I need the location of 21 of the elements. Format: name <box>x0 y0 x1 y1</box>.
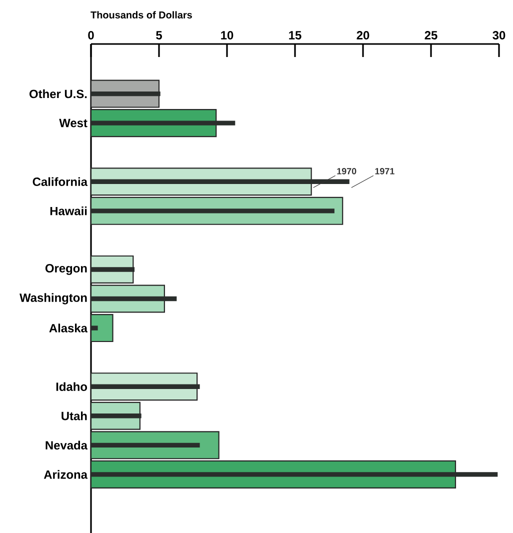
annotation: 1970 <box>337 168 356 174</box>
y-tick-label: Oregon <box>45 264 87 275</box>
x-tick-label: 0 <box>88 31 94 40</box>
y-tick-label: Arizona <box>44 470 88 479</box>
y-tick-label: California <box>32 177 88 186</box>
x-tick-label: 10 <box>221 31 234 40</box>
y-tick-label: Other U.S. <box>30 89 87 98</box>
x-tick-label: 15 <box>289 31 302 40</box>
y-tick-label: Hawaii <box>50 206 87 216</box>
annotation: 1971 <box>375 168 394 174</box>
y-tick-label: Washington <box>20 293 87 304</box>
x-tick-label: 5 <box>156 31 162 40</box>
y-tick-label: Idaho <box>56 382 88 391</box>
x-tick-label: 30 <box>492 31 506 40</box>
x-axis-title: Thousands of Dollars <box>90 11 192 18</box>
y-tick-label: Utah <box>62 411 87 420</box>
x-tick-label: 20 <box>356 31 370 40</box>
y-tick-label: West <box>59 118 88 128</box>
y-tick-label: Alaska <box>49 324 88 332</box>
y-tick-label: Nevada <box>46 440 88 450</box>
x-tick-label: 25 <box>424 31 438 40</box>
